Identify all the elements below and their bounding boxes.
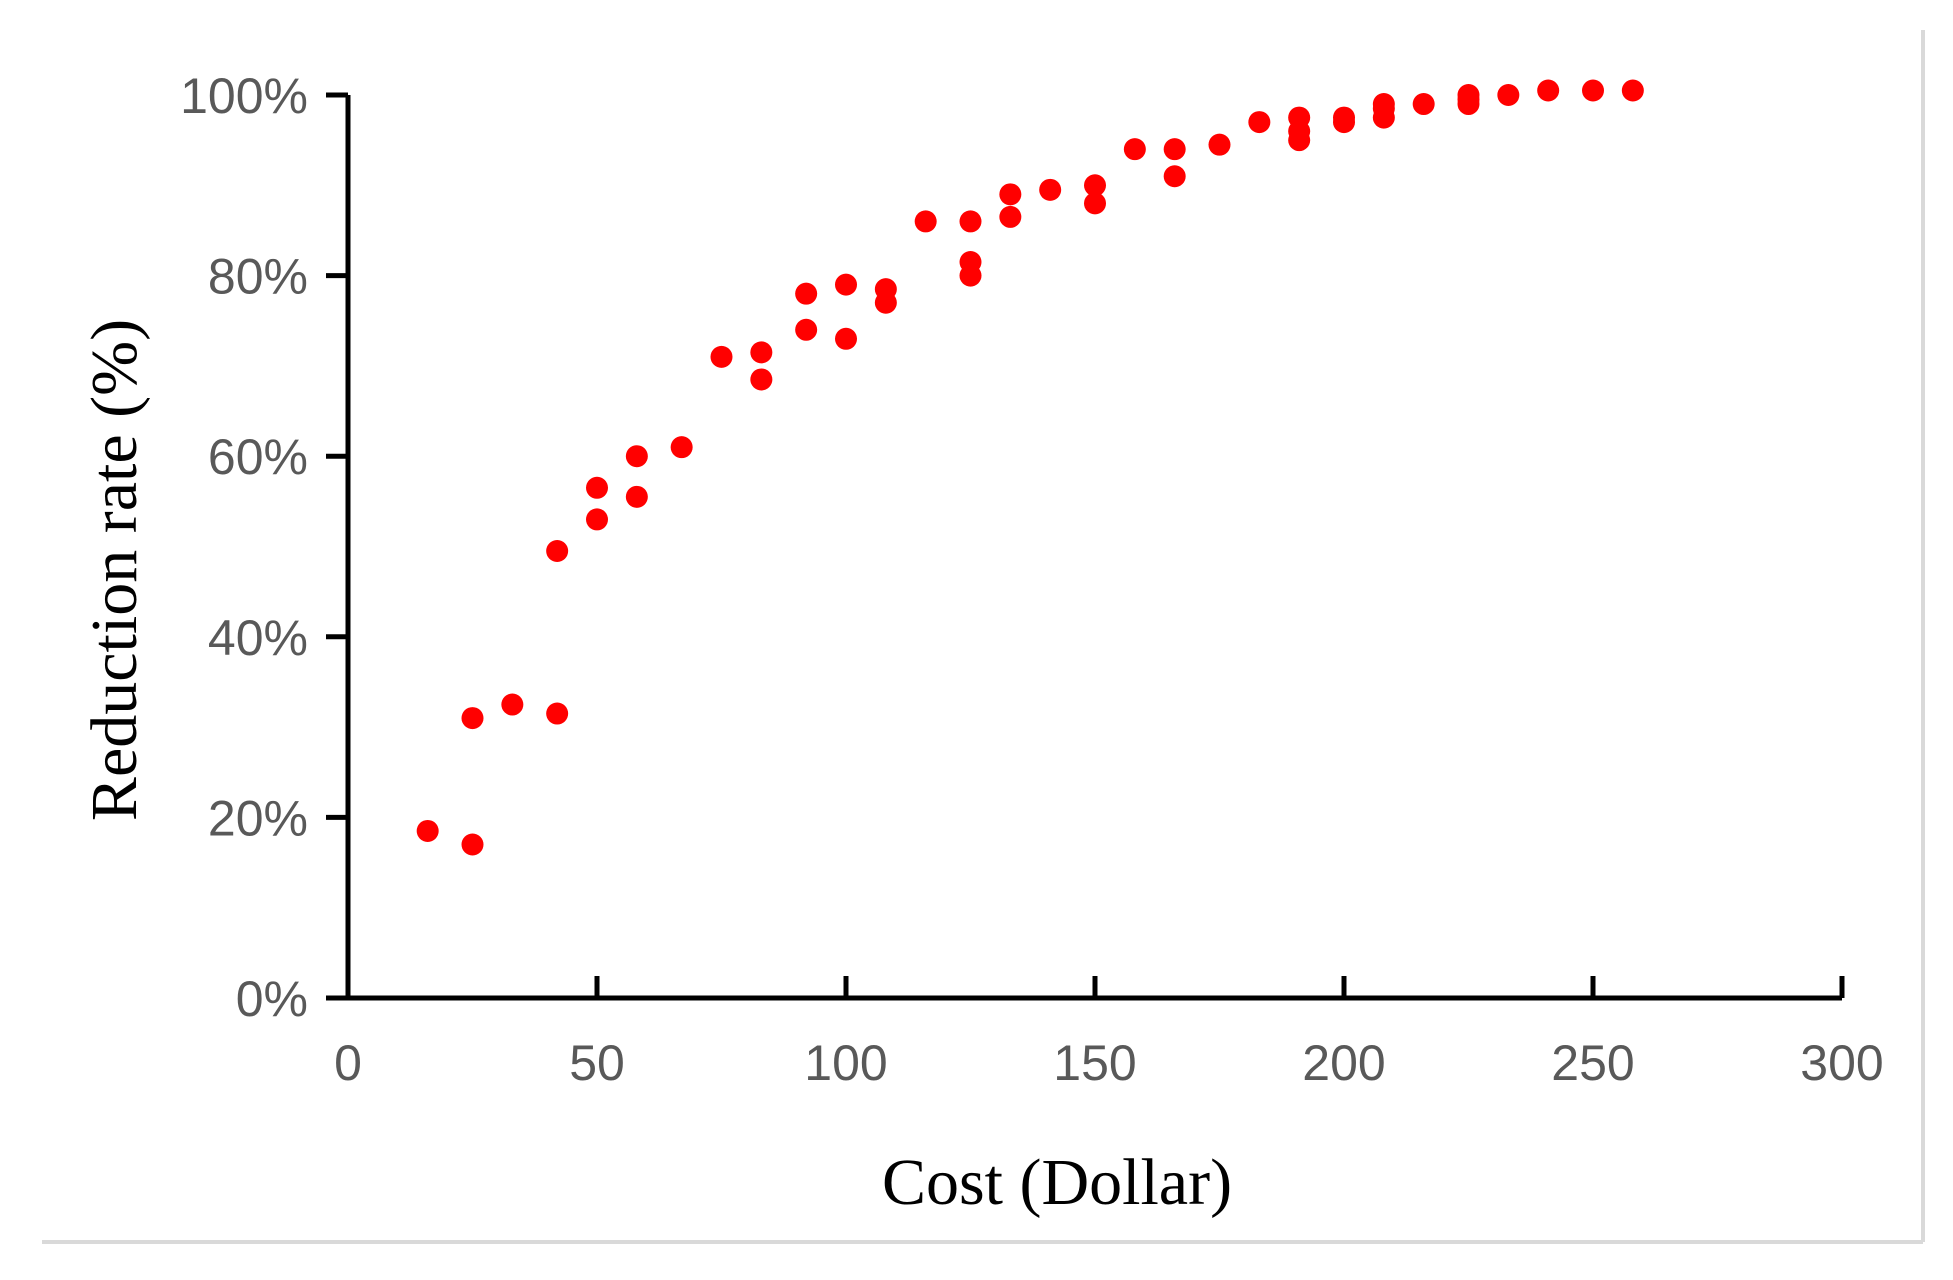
data-point [461, 707, 484, 730]
data-point [710, 345, 733, 368]
y-axis-title: Reduction rate (%) [78, 319, 151, 821]
data-point [461, 833, 484, 856]
data-point [1497, 84, 1520, 106]
data-point [999, 183, 1022, 206]
data-point [1537, 79, 1560, 102]
data-point [1412, 93, 1435, 116]
x-tick-label: 300 [1800, 1035, 1883, 1091]
x-ticks: 0 50 100 150 200 250 300 [334, 976, 1884, 1091]
data-point [670, 436, 693, 459]
data-point [625, 485, 648, 508]
data-point [835, 327, 857, 350]
data-point [959, 210, 982, 233]
y-tick-label: 20% [208, 790, 308, 846]
data-point [1084, 174, 1106, 197]
data-point [874, 291, 897, 314]
data-point [795, 282, 818, 305]
data-point [1208, 133, 1231, 156]
y-ticks: 0% 20% 40% 60% 80% 100% [180, 68, 348, 1027]
data-point [1621, 79, 1644, 102]
data-point [416, 819, 439, 842]
x-tick-label: 100 [804, 1035, 887, 1091]
data-point [1163, 138, 1186, 161]
data-point [1248, 111, 1271, 134]
data-point [1288, 129, 1311, 152]
data-point [750, 341, 773, 364]
data-point [1372, 106, 1395, 129]
x-tick-label: 250 [1551, 1035, 1634, 1091]
data-point [586, 508, 608, 531]
x-axis-title: Cost (Dollar) [882, 1146, 1232, 1219]
data-point [959, 264, 982, 287]
y-tick-label: 80% [208, 249, 308, 305]
data-point [1123, 138, 1146, 161]
y-tick-label: 60% [208, 429, 308, 485]
data-point [586, 476, 608, 499]
data-point [501, 693, 524, 716]
data-point [546, 702, 569, 725]
y-tick-label: 100% [180, 68, 308, 124]
x-tick-label: 0 [334, 1035, 362, 1091]
data-point [914, 210, 937, 233]
x-tick-label: 200 [1302, 1035, 1385, 1091]
x-tick-label: 50 [569, 1035, 625, 1091]
data-point [546, 540, 569, 563]
data-point [1163, 165, 1186, 188]
data-point [795, 318, 818, 341]
data-point [1333, 111, 1355, 134]
data-point [1039, 178, 1062, 201]
data-point [750, 368, 773, 391]
y-tick-label: 0% [236, 971, 308, 1027]
data-points [416, 79, 1644, 856]
data-point [625, 445, 648, 468]
y-tick-label: 40% [208, 610, 308, 666]
data-point [1457, 93, 1480, 116]
x-tick-label: 150 [1053, 1035, 1136, 1091]
data-point [835, 273, 857, 296]
data-point [999, 205, 1022, 228]
data-point [1084, 192, 1106, 215]
data-point [1582, 79, 1604, 102]
